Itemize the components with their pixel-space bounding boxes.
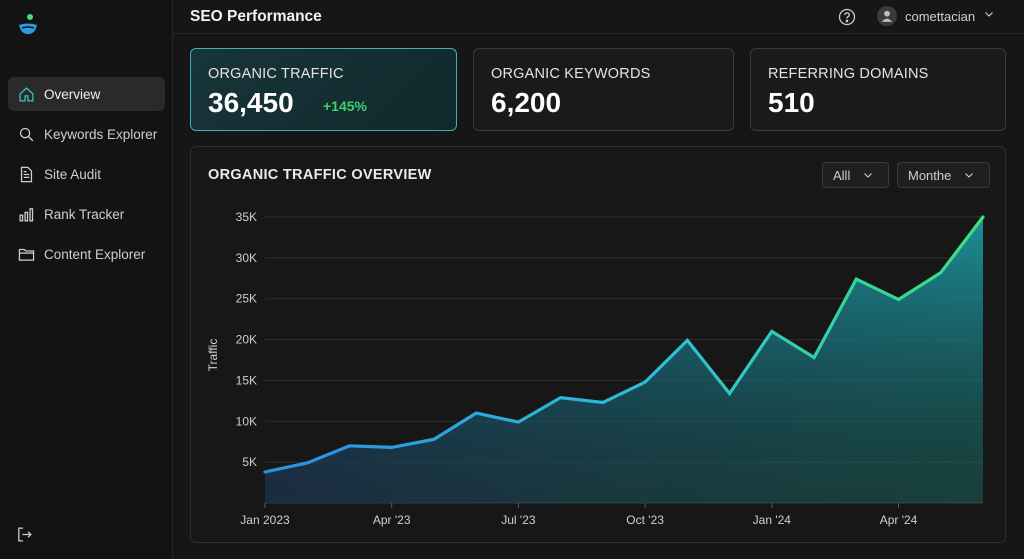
- x-tick-label: Apr '23: [373, 513, 411, 527]
- kpi-value: 36,450: [208, 87, 294, 118]
- dropdown-value: Alll: [833, 167, 851, 183]
- kpi-label: REFERRING DOMAINS: [768, 66, 929, 82]
- kpi-card-organic-traffic[interactable]: ORGANIC TRAFFIC 36,450 +145%: [190, 48, 457, 131]
- x-tick-label: Oct '23: [626, 513, 664, 527]
- sidebar-nav: Overview Keywords Explorer Site Audit Ra…: [8, 77, 165, 277]
- sidebar: Overview Keywords Explorer Site Audit Ra…: [0, 0, 173, 559]
- sidebar-item-label: Rank Tracker: [44, 206, 125, 222]
- dropdown-value: Monthe: [908, 167, 952, 183]
- page-title: SEO Performance: [190, 8, 322, 25]
- y-tick-label: 35K: [236, 210, 257, 224]
- y-axis-label: Traffic: [206, 339, 220, 372]
- brand-logo-icon[interactable]: [16, 12, 40, 36]
- x-tick-label: Jan '24: [753, 513, 792, 527]
- sidebar-item-label: Keywords Explorer: [44, 126, 158, 142]
- kpi-label: ORGANIC TRAFFIC: [208, 66, 344, 82]
- kpi-delta: +145%: [323, 98, 367, 114]
- sidebar-item-site-audit[interactable]: Site Audit: [8, 157, 165, 191]
- y-tick-label: 25K: [236, 292, 257, 306]
- x-tick-label: Apr '24: [880, 513, 918, 527]
- panel-title: ORGANIC TRAFFIC OVERVIEW: [208, 167, 432, 183]
- y-tick-label: 20K: [236, 333, 257, 347]
- y-tick-label: 5K: [242, 455, 257, 469]
- chevron-down-icon: [983, 7, 995, 25]
- x-tick-label: Jul '23: [501, 513, 536, 527]
- y-tick-label: 15K: [236, 373, 257, 387]
- avatar: [877, 6, 897, 26]
- series-line: [263, 215, 985, 474]
- kpi-label: ORGANIC KEYWORDS: [491, 66, 651, 82]
- document-icon: [17, 165, 35, 183]
- bar-chart-icon: [17, 205, 35, 223]
- x-tick-label: Jan 2023: [240, 513, 290, 527]
- filter-dropdown-all[interactable]: Alll: [822, 162, 889, 188]
- kpi-card-referring-domains[interactable]: REFERRING DOMAINS 510: [750, 48, 1006, 131]
- series-area-tint: [265, 217, 983, 503]
- sidebar-item-rank-tracker[interactable]: Rank Tracker: [8, 197, 165, 231]
- traffic-chart-panel: 5K 10K 15K 20K 25K 30K 35K Jan 2023 Apr '23 Jul '…: [190, 146, 1006, 543]
- kpi-value: 510: [768, 87, 815, 118]
- sidebar-item-label: Content Explorer: [44, 246, 146, 262]
- sidebar-item-content-explorer[interactable]: Content Explorer: [8, 237, 165, 271]
- username: comettacian: [905, 8, 976, 24]
- user-menu[interactable]: comettacian: [877, 6, 995, 26]
- y-tick-label: 10K: [236, 414, 257, 428]
- chevron-down-icon: [862, 169, 874, 181]
- home-icon: [17, 85, 35, 103]
- traffic-area-chart: 5K 10K 15K 20K 25K 30K 35K Jan 2023 Apr '23 Jul '…: [206, 210, 985, 527]
- filter-dropdown-period[interactable]: Monthe: [897, 162, 990, 188]
- chevron-down-icon: [963, 169, 975, 181]
- kpi-card-organic-keywords[interactable]: ORGANIC KEYWORDS 6,200: [473, 48, 734, 131]
- kpi-value: 6,200: [491, 87, 562, 118]
- sidebar-item-label: Site Audit: [44, 166, 102, 182]
- sidebar-item-keywords-explorer[interactable]: Keywords Explorer: [8, 117, 165, 151]
- logout-icon[interactable]: [16, 526, 34, 544]
- top-bar: SEO Performance comettacian: [173, 0, 1024, 34]
- search-icon: [17, 125, 35, 143]
- folder-icon: [17, 245, 35, 263]
- sidebar-item-label: Overview: [44, 86, 101, 102]
- sidebar-item-overview[interactable]: Overview: [8, 77, 165, 111]
- help-icon[interactable]: [838, 8, 856, 26]
- y-tick-label: 30K: [236, 251, 257, 265]
